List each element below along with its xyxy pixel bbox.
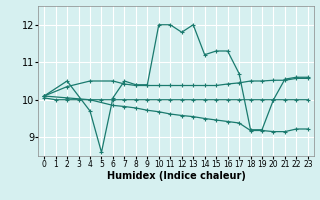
X-axis label: Humidex (Indice chaleur): Humidex (Indice chaleur)	[107, 171, 245, 181]
